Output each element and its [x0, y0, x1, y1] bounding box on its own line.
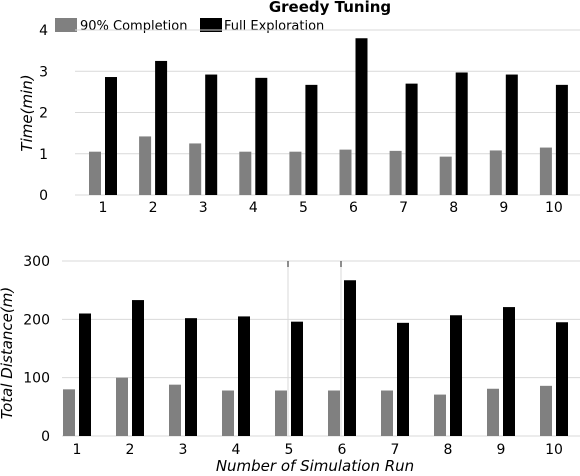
- distance-bar-completion: [116, 377, 128, 436]
- time-bar-completion: [339, 149, 352, 195]
- time-y-tick-label: 4: [39, 23, 48, 39]
- time-bar-completion: [389, 150, 402, 195]
- time-x-tick-label: 6: [349, 200, 358, 216]
- distance-bar-completion: [540, 385, 552, 436]
- time-bar-full: [255, 77, 268, 195]
- distance-bar-full: [79, 313, 91, 436]
- distance-bar-completion: [328, 390, 340, 436]
- time-x-tick-label: 8: [449, 200, 458, 216]
- distance-bar-completion: [381, 390, 393, 436]
- time-bar-full: [405, 83, 418, 195]
- time-y-tick-label: 0: [39, 188, 48, 204]
- time-bar-full: [205, 74, 218, 195]
- time-x-tick-label: 10: [545, 200, 563, 216]
- time-x-tick-label: 2: [149, 200, 158, 216]
- distance-y-tick-label: 0: [41, 429, 50, 445]
- distance-bar-full: [238, 316, 250, 436]
- time-y-tick-label: 1: [39, 147, 48, 163]
- distance-bar-full: [503, 307, 515, 436]
- time-bar-completion: [89, 151, 101, 195]
- time-bar-completion: [239, 151, 252, 195]
- time-bar-full: [355, 38, 368, 195]
- time-bar-full: [455, 72, 468, 195]
- distance-bar-full: [132, 300, 144, 436]
- distance-x-tick-label: 9: [497, 442, 506, 458]
- distance-bar-full: [291, 321, 303, 436]
- distance-bar-completion: [487, 388, 499, 436]
- legend-swatch-full: [200, 18, 222, 32]
- distance-bar-full: [397, 322, 409, 436]
- time-bar-completion: [189, 143, 202, 195]
- time-bar-completion: [489, 150, 502, 195]
- distance-x-tick-label: 5: [285, 442, 294, 458]
- x-axis-label: Number of Simulation Run: [216, 457, 414, 475]
- legend-label-full: Full Exploration: [224, 19, 324, 34]
- distance-bar-completion: [275, 390, 287, 436]
- distance-y-tick-label: 100: [23, 371, 50, 387]
- time-x-tick-label: 3: [199, 200, 208, 216]
- distance-bar-full: [556, 322, 568, 436]
- distance-y-tick-label: 200: [23, 312, 50, 328]
- distance-chart-panel: 0 100 200 300 1 2 3 4 5 6 7 8 9 10: [23, 254, 580, 458]
- distance-x-tick-label: 6: [338, 442, 347, 458]
- distance-bar-full: [450, 315, 462, 436]
- time-bar-completion: [439, 156, 452, 195]
- distance-x-tick-label: 2: [126, 442, 135, 458]
- time-bar-full: [555, 84, 568, 195]
- time-x-tick-label: 4: [249, 200, 258, 216]
- time-bar-completion: [139, 136, 152, 195]
- time-chart-panel: 0 1 2 3 4 1 2 3 4 5 6 7 8 9 10: [39, 23, 580, 216]
- y-axis-label-distance: Total Distance(m): [0, 287, 16, 419]
- distance-bar-full: [344, 280, 356, 436]
- distance-x-tick-label: 4: [232, 442, 241, 458]
- distance-bar-full: [185, 318, 197, 436]
- distance-y-tick-label: 300: [23, 254, 50, 270]
- time-x-tick-label: 5: [299, 200, 308, 216]
- time-x-tick-label: 9: [499, 200, 508, 216]
- time-y-tick-label: 2: [39, 106, 48, 122]
- chart-title: Greedy Tuning: [269, 0, 391, 16]
- distance-bar-completion: [169, 384, 181, 436]
- legend-label-completion: 90% Completion: [80, 19, 188, 34]
- time-bar-completion: [289, 151, 302, 195]
- time-x-tick-label: 1: [99, 200, 108, 216]
- time-bar-full: [105, 77, 117, 195]
- time-bar-full: [305, 84, 318, 195]
- distance-x-tick-label: 1: [73, 442, 82, 458]
- legend: 90% Completion Full Exploration: [55, 18, 324, 34]
- distance-x-tick-label: 3: [179, 442, 188, 458]
- time-bar-full: [505, 74, 518, 195]
- time-bar-full: [155, 60, 168, 195]
- y-axis-label-time: Time(min): [18, 74, 36, 151]
- distance-x-tick-label: 10: [545, 442, 563, 458]
- legend-swatch-completion: [55, 18, 77, 32]
- distance-bar-completion: [222, 390, 234, 436]
- distance-bar-completion: [434, 394, 446, 436]
- distance-x-tick-label: 8: [444, 442, 453, 458]
- time-x-tick-label: 7: [399, 200, 408, 216]
- time-bar-completion: [539, 147, 552, 195]
- time-y-tick-label: 3: [39, 64, 48, 80]
- distance-x-tick-label: 7: [391, 442, 400, 458]
- distance-bar-completion: [63, 389, 75, 436]
